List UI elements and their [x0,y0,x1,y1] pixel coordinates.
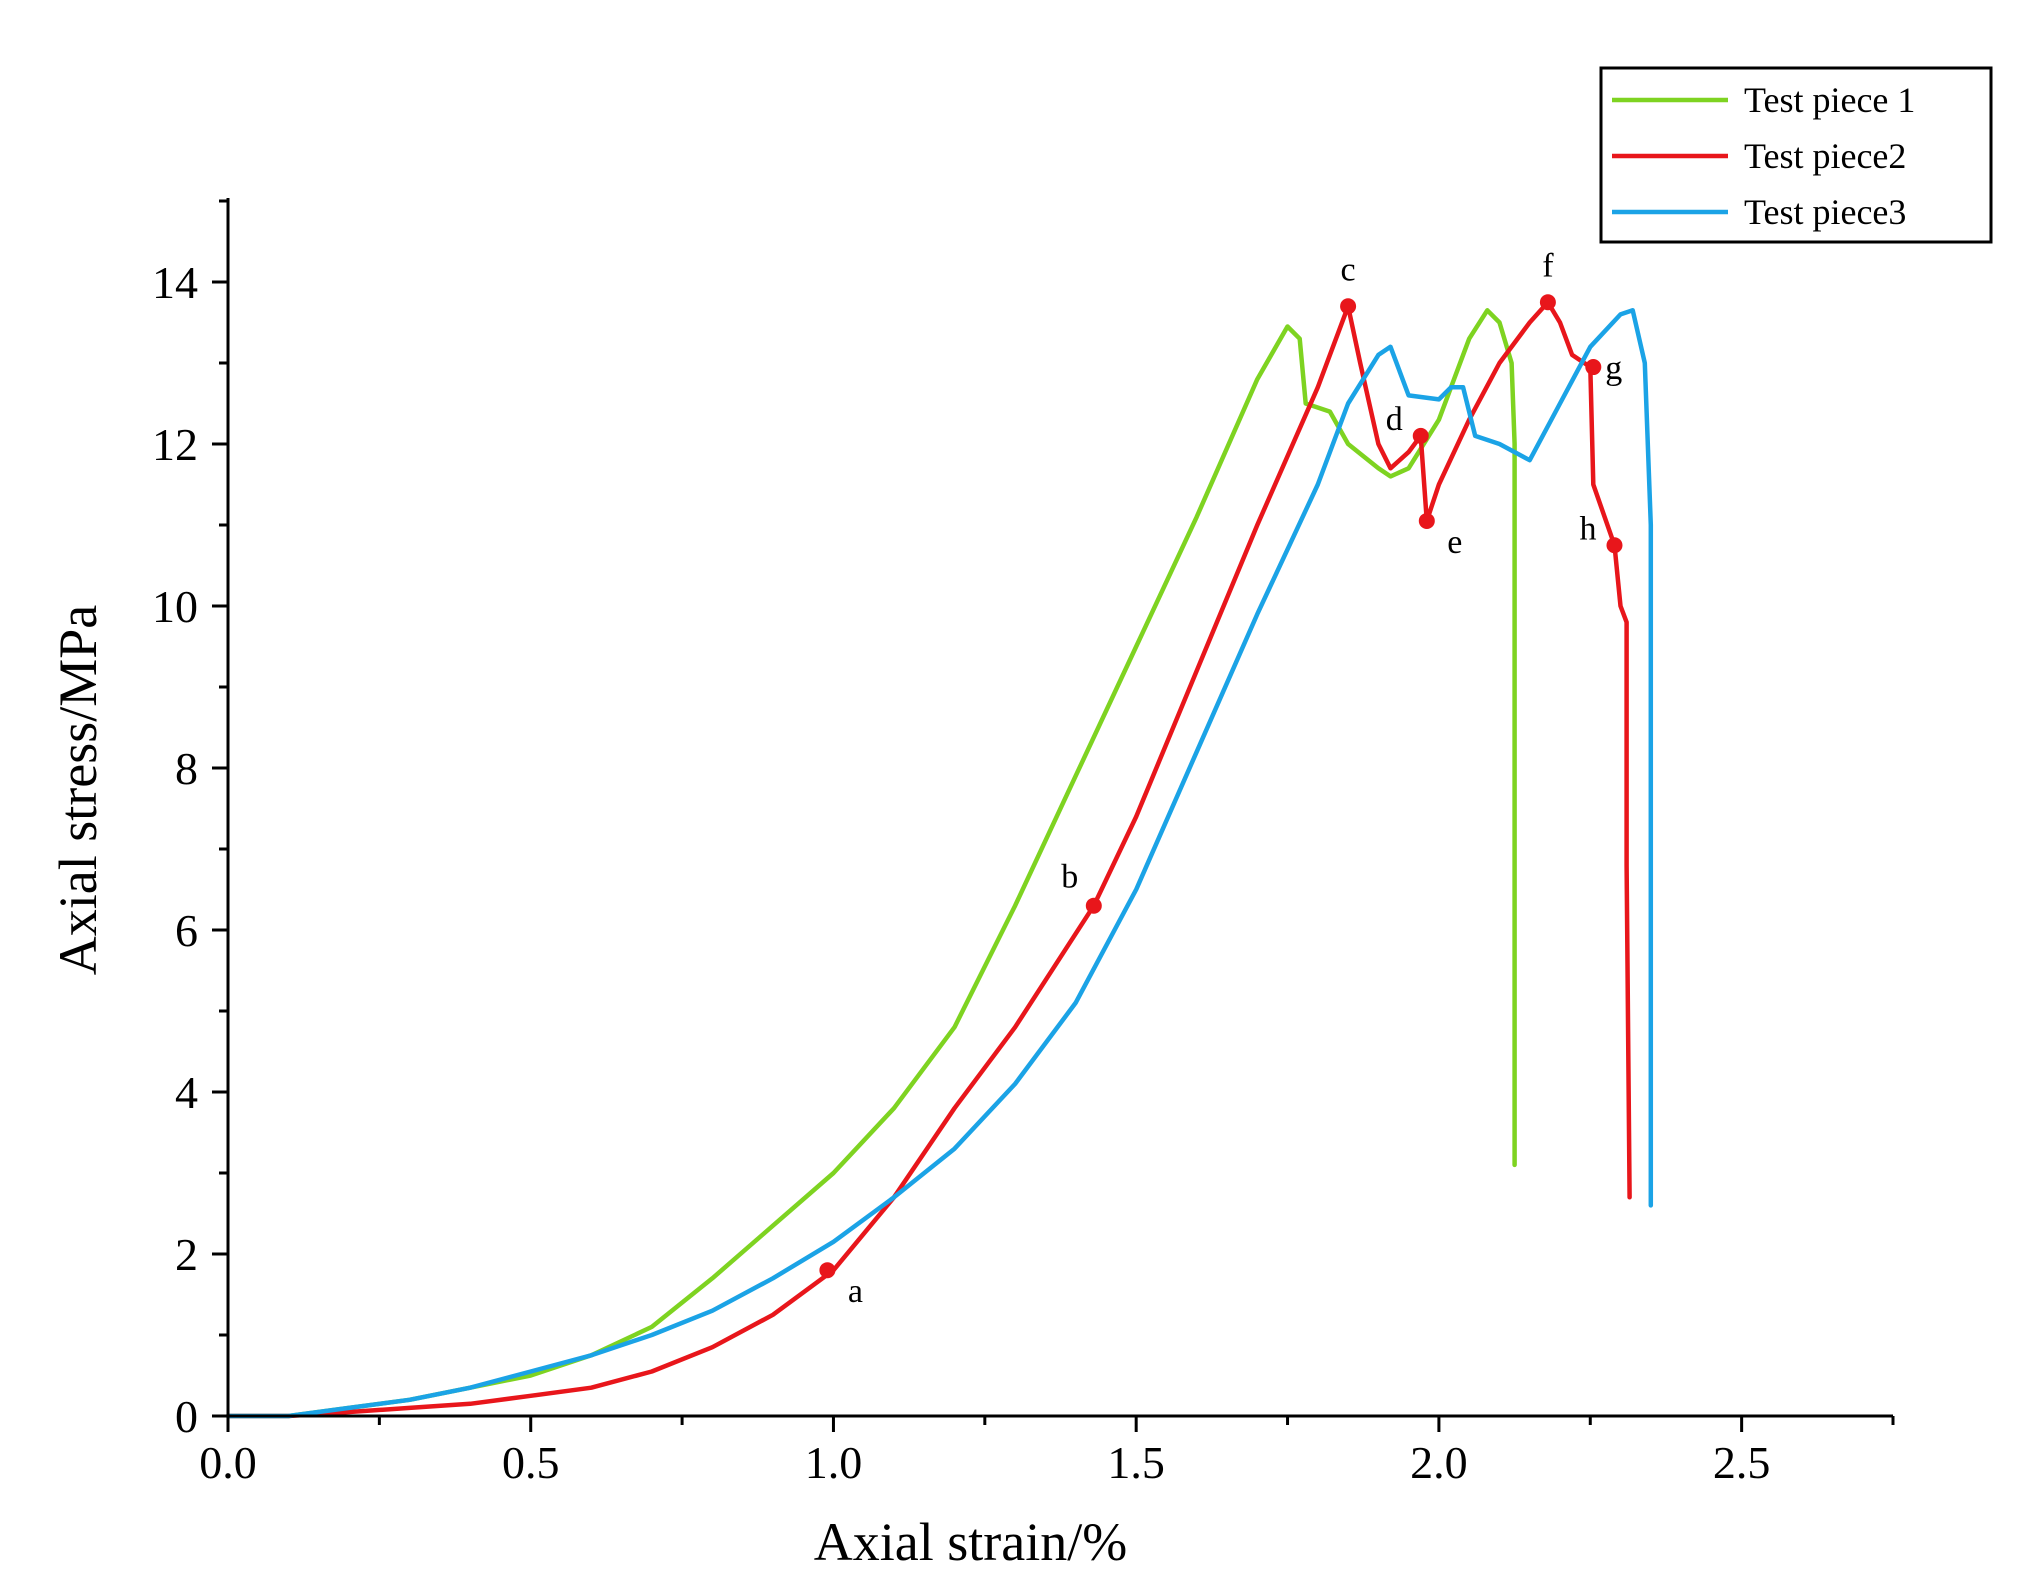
point-marker-d [1412,427,1429,444]
legend-label-3: Test piece3 [1744,192,1906,232]
point-label-e: e [1447,524,1462,561]
x-tick-label: 1.5 [1107,1437,1165,1488]
point-marker-c [1340,298,1357,315]
annotation-layer: a b c d e f g h [819,247,1623,1310]
point-label-a: a [848,1273,863,1310]
y-ticks: 0 2 4 6 8 10 12 14 [152,199,228,1442]
y-tick-label: 6 [175,905,198,956]
series-line-3 [225,308,1654,1419]
point-marker-a [819,1262,836,1279]
x-tick-label: 2.5 [1713,1437,1771,1488]
y-tick-label: 8 [175,743,198,794]
y-tick-label: 0 [175,1391,198,1442]
point-marker-e [1418,512,1435,529]
y-tick-label: 4 [175,1067,198,1118]
y-tick-label: 12 [152,419,198,470]
x-axis-title: Axial strain/% [814,1512,1127,1572]
point-marker-f [1539,294,1556,311]
point-marker-g [1585,359,1602,376]
series-line-2 [225,300,1632,1419]
legend-label-2: Test piece2 [1744,136,1906,176]
point-label-c: c [1341,251,1356,288]
point-marker-h [1606,537,1623,554]
x-tick-label: 0.5 [502,1437,560,1488]
point-marker-b [1085,897,1102,914]
legend: Test piece 1 Test piece2 Test piece3 [1599,66,1993,244]
point-label-f: f [1542,247,1554,284]
series-layer [225,300,1654,1419]
x-tick-label: 1.0 [805,1437,863,1488]
x-tick-label: 0.0 [199,1437,257,1488]
y-tick-label: 14 [152,257,198,308]
legend-label-1: Test piece 1 [1744,80,1915,120]
point-label-d: d [1386,401,1403,438]
y-axis-title: Axial stress/MPa [48,605,108,976]
y-tick-label: 2 [175,1229,198,1280]
y-tick-label: 10 [152,581,198,632]
point-label-b: b [1061,859,1078,896]
x-tick-label: 2.0 [1410,1437,1468,1488]
x-ticks: 0.0 0.5 1.0 1.5 2.0 2.5 [199,1416,1895,1488]
point-label-h: h [1579,510,1596,547]
point-label-g: g [1605,350,1622,387]
axes-layer: 0.0 0.5 1.0 1.5 2.0 2.5 0 2 4 6 8 10 12 14 [152,198,1895,1488]
